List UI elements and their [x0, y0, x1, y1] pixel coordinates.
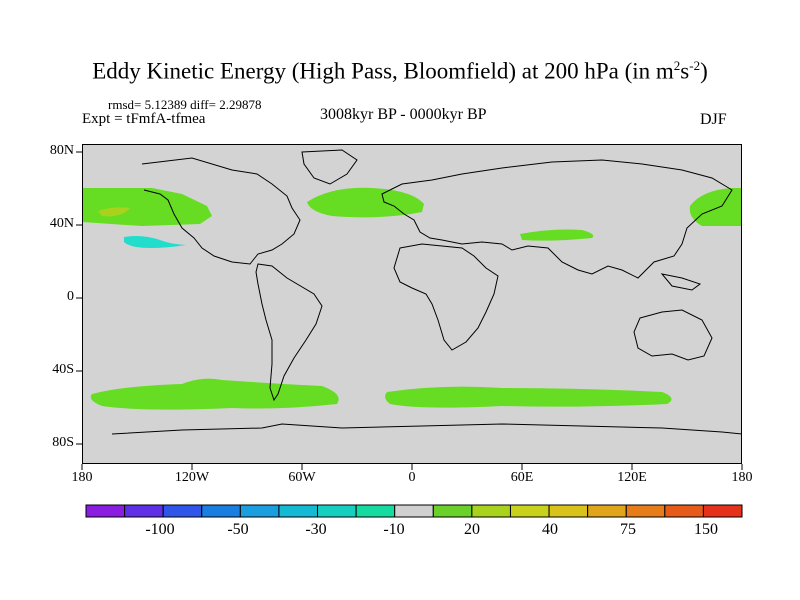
southern-ocean-east-band — [385, 386, 672, 408]
colorbar-swatch — [702, 504, 743, 518]
north-pacific-west-band — [82, 188, 212, 226]
pacific-maximum — [98, 207, 130, 217]
central-asia-band — [520, 229, 594, 241]
colorbar-swatch — [201, 504, 241, 518]
lon-label: 120E — [617, 470, 647, 485]
colorbar-label: 40 — [542, 521, 558, 538]
colorbar-swatch — [124, 504, 164, 518]
colorbar-swatch — [509, 504, 550, 518]
lat-label: 40N — [49, 216, 74, 231]
coastlines — [111, 149, 742, 435]
colorbar-swatch — [394, 504, 434, 518]
south-america-coast — [255, 263, 323, 402]
positive-anomaly-areas — [82, 187, 742, 410]
negative-anomaly-area — [124, 236, 186, 248]
north-america-coast — [141, 157, 301, 265]
colorbar-swatch — [625, 504, 666, 518]
colorbar-swatch — [317, 504, 357, 518]
colorbar-swatch — [85, 504, 126, 518]
lon-label: 120W — [174, 470, 210, 485]
colorbar-label: -30 — [305, 521, 327, 538]
lon-label: 0 — [408, 470, 416, 485]
colorbar-swatch — [587, 504, 627, 518]
colorbar-label: -10 — [383, 521, 405, 538]
colorbar-swatch — [355, 504, 396, 518]
experiment-label: Expt = tFmfA-tfmea — [82, 111, 206, 127]
colorbar-label: -50 — [227, 521, 249, 538]
southern-ocean-west-band — [90, 378, 339, 410]
colorbar-swatch — [278, 504, 319, 518]
colorbar-swatch — [432, 504, 473, 518]
colorbar-label: 20 — [464, 521, 480, 538]
lat-label: 80S — [52, 435, 74, 450]
colorbar-label: 150 — [694, 521, 718, 538]
africa-coast — [393, 243, 499, 351]
colorbar-swatch — [548, 504, 589, 518]
australia-coast — [633, 309, 713, 361]
lat-label: 0 — [67, 289, 74, 304]
lat-label: 40S — [52, 362, 74, 377]
lon-label: 60W — [288, 470, 316, 485]
stats-text: rmsd= 5.12389 diff= 2.29878 — [108, 97, 262, 112]
colorbar — [85, 504, 743, 518]
lon-label: 180 — [71, 470, 93, 485]
colorbar-swatch — [162, 504, 203, 518]
antarctica-coast — [111, 423, 742, 435]
season-label: DJF — [700, 111, 727, 128]
maritime-continent-coast — [660, 273, 702, 291]
colorbar-swatch — [471, 504, 511, 518]
world-map — [82, 144, 742, 464]
greenland-coast — [301, 149, 358, 185]
colorbar-label: 75 — [620, 521, 636, 538]
lon-label: 180 — [731, 470, 753, 485]
eurasia-coast — [381, 159, 733, 279]
north-atlantic-band — [307, 187, 424, 218]
north-pacific-east-band — [689, 188, 742, 226]
lat-label: 80N — [49, 143, 74, 158]
colorbar-label: -100 — [145, 521, 175, 538]
map-frame — [82, 144, 742, 464]
lon-label: 60E — [510, 470, 534, 485]
colorbar-swatch — [239, 504, 280, 518]
figure-title: Eddy Kinetic Energy (High Pass, Bloomfie… — [92, 58, 708, 84]
period-label: 3008kyr BP - 0000kyr BP — [320, 106, 487, 123]
colorbar-swatch — [664, 504, 704, 518]
